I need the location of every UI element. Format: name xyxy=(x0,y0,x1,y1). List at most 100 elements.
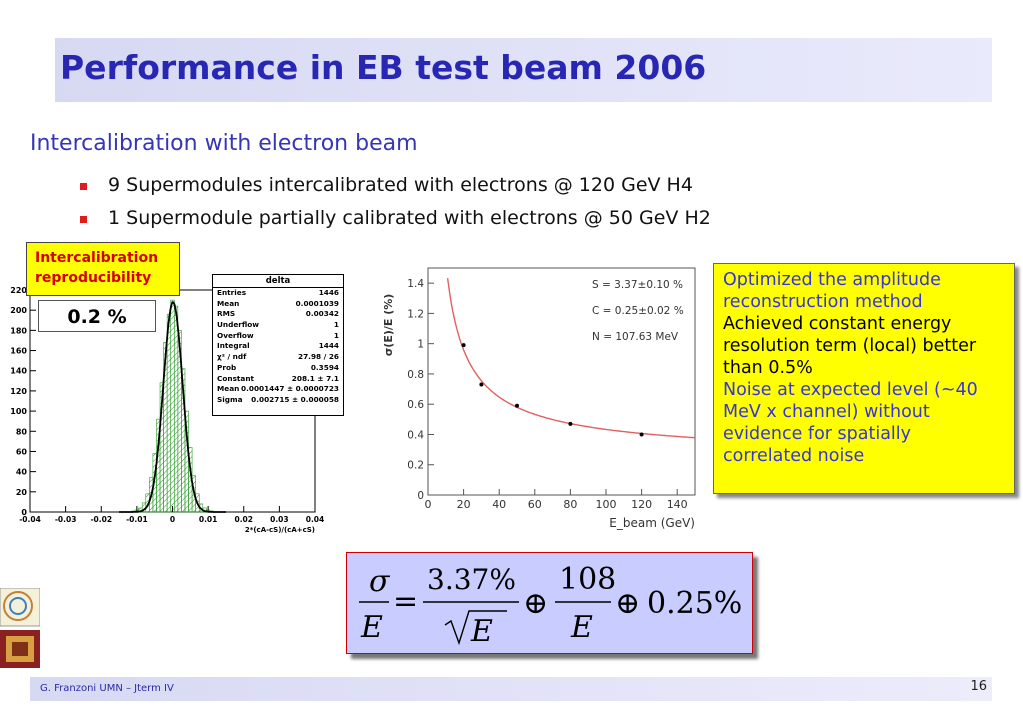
statbox-rows: Entries 1446 Mean 0.0001039 RMS 0.00342 Underf… xyxy=(213,288,343,406)
x-tick-label: -0.02 xyxy=(90,515,112,524)
fit-curve-line xyxy=(446,278,696,439)
y-tick-label: 200 xyxy=(10,306,27,315)
cms-logo-graphic xyxy=(0,587,41,668)
y-axis-title: σ(E)/E (%) xyxy=(382,294,395,357)
x-tick-label: 40 xyxy=(492,498,506,511)
bullet-list: 9 Supermodules intercalibrated with elec… xyxy=(80,170,711,236)
statbox-key: RMS xyxy=(217,309,236,319)
formula-e: E xyxy=(470,614,493,649)
histogram-statbox: delta Entries 1446 Mean 0.0001039 RMS 0.00342… xyxy=(212,274,344,416)
plot-frame xyxy=(427,267,696,496)
statbox-value: 1444 xyxy=(318,341,339,351)
statbox-key: Sigma xyxy=(217,394,243,404)
y-tick-label: 0 xyxy=(417,490,424,502)
statbox-title: delta xyxy=(213,275,343,288)
x-axis-title: E_beam (GeV) xyxy=(609,516,695,530)
statbox-row: Sigma 0.002715 ± 0.000058 xyxy=(213,395,343,406)
fit-annotation: C = 0.25±0.02 % xyxy=(592,305,684,317)
y-tick-label: 0.2 xyxy=(407,460,424,472)
sqrt-symbol xyxy=(444,610,507,646)
y-tick-label: 180 xyxy=(10,326,27,335)
x-tick-label: 0.01 xyxy=(199,515,218,524)
reproducibility-label-line: Intercalibration xyxy=(35,250,159,266)
reproducibility-label: Intercalibration reproducibility xyxy=(26,242,180,296)
x-tick-label: 20 xyxy=(457,498,471,511)
statbox-key: Entries xyxy=(217,288,247,297)
statbox-value: 1446 xyxy=(318,288,339,297)
y-tick-label: 100 xyxy=(10,407,27,416)
formula-noise: 108 xyxy=(559,562,616,597)
histogram-bar xyxy=(166,313,172,513)
formula-sigma: σ xyxy=(369,564,391,599)
x-tick-label: 120 xyxy=(631,498,652,511)
statbox-value: 1 xyxy=(333,330,339,340)
data-point xyxy=(568,421,573,426)
y-tick-label: 220 xyxy=(10,286,27,295)
x-tick-label: 0.02 xyxy=(234,515,253,524)
footer-author: G. Franzoni UMN – Jterm IV xyxy=(40,683,174,694)
x-tick-label: 80 xyxy=(563,498,577,511)
formula-constant: 0.25% xyxy=(647,586,742,621)
formula-e: E xyxy=(360,610,383,645)
slide-title: Performance in EB test beam 2006 xyxy=(60,48,707,87)
y-tick-label: 0.8 xyxy=(407,369,424,381)
x-tick-label: 0.03 xyxy=(270,515,289,524)
y-tick-label: 1.4 xyxy=(407,278,424,290)
statbox-value: 0.3594 xyxy=(310,362,339,372)
fit-annotation: S = 3.37±0.10 % xyxy=(592,279,683,291)
histogram-bar xyxy=(170,299,175,513)
y-tick-label: 160 xyxy=(10,347,27,356)
statbox-row: Constant 208.1 ± 7.1 xyxy=(213,374,343,385)
x-tick-label: 0 xyxy=(170,515,175,524)
bullet-square-icon xyxy=(80,183,87,190)
statbox-row: χ² / ndf 27.98 / 26 xyxy=(213,352,343,363)
x-tick-label: -0.03 xyxy=(55,515,77,524)
bullet-item: 1 Supermodule partially calibrated with … xyxy=(80,203,711,236)
statbox-value: 0.002715 ± 0.000058 xyxy=(251,394,339,404)
slide-subtitle: Intercalibration with electron beam xyxy=(30,131,418,156)
x-tick-label: -0.04 xyxy=(19,515,41,524)
statbox-key: Overflow xyxy=(217,330,254,340)
statbox-row: Integral 1444 xyxy=(213,341,343,352)
statbox-row: Overflow 1 xyxy=(213,331,343,342)
statbox-value: 208.1 ± 7.1 xyxy=(291,373,339,383)
formula-equals: = xyxy=(393,584,418,619)
formula-e: E xyxy=(570,610,593,645)
histogram-bar xyxy=(173,305,179,513)
reproducibility-label-line: reproducibility xyxy=(35,270,152,286)
cms-logo xyxy=(0,587,41,668)
y-tick-label: 0 xyxy=(21,508,27,517)
statbox-value: 0.0001039 xyxy=(295,298,339,308)
statbox-row: RMS 0.00342 xyxy=(213,309,343,320)
y-tick-label: 0.6 xyxy=(407,399,424,411)
y-tick-label: 120 xyxy=(10,387,27,396)
info-paragraph: Achieved constant energy resolution term… xyxy=(723,314,977,378)
formula-svg: σ E = 3.37% E ⊕ 108 E ⊕ 0.25% xyxy=(359,562,742,649)
x-tick-label: 100 xyxy=(596,498,617,511)
resolution-chart: 0 20 40 60 80 100 120 140 0 0.2 0.4 0.6 0.8 1 1.2 1.4 E_… xyxy=(382,267,696,530)
info-paragraph: Noise at expected level (~40 MeV x chann… xyxy=(723,380,978,466)
info-paragraph: Optimized the amplitude reconstruction m… xyxy=(723,270,941,312)
statbox-value: 0.00342 xyxy=(305,309,339,319)
statbox-key: Prob xyxy=(217,362,237,372)
y-tick-label: 1 xyxy=(417,339,424,351)
statbox-row: Entries 1446 xyxy=(213,288,343,299)
data-point xyxy=(515,403,519,408)
statbox-key: Constant xyxy=(217,373,255,383)
y-tick-label: 80 xyxy=(16,427,28,436)
statbox-row: Mean 0.0001447 ± 0.0000723 xyxy=(213,384,343,395)
statbox-row: Mean 0.0001039 xyxy=(213,299,343,310)
resolution-formula: σ E = 3.37% E ⊕ 108 E ⊕ 0.25% xyxy=(346,552,753,654)
statbox-key: χ² / ndf xyxy=(217,352,247,362)
statbox-value: 1 xyxy=(333,320,339,330)
y-tick-label: 40 xyxy=(16,468,28,477)
fit-annotation: N = 107.63 MeV xyxy=(592,331,679,343)
y-tick-label: 140 xyxy=(10,367,27,376)
x-tick-label: 140 xyxy=(667,498,688,511)
x-tick-label: -0.01 xyxy=(126,515,148,524)
statbox-key: Integral xyxy=(217,341,250,351)
x-tick-label: 0 xyxy=(425,498,432,511)
y-tick-label: 60 xyxy=(16,447,28,456)
data-point xyxy=(479,382,484,387)
reproducibility-value: 0.2 % xyxy=(38,300,156,332)
